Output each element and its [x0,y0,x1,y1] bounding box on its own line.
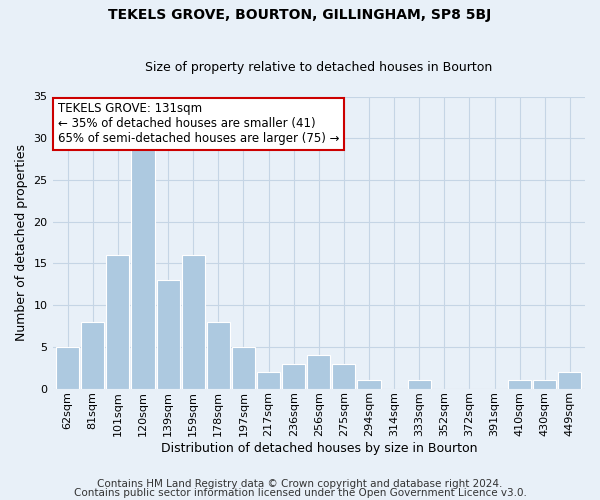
Bar [282,364,305,388]
Bar [131,146,155,388]
Bar [559,372,581,388]
Title: Size of property relative to detached houses in Bourton: Size of property relative to detached ho… [145,62,493,74]
Bar [307,355,331,388]
Bar [358,380,380,388]
Bar [182,255,205,388]
X-axis label: Distribution of detached houses by size in Bourton: Distribution of detached houses by size … [161,442,477,455]
Bar [157,280,179,388]
Bar [533,380,556,388]
Bar [232,347,255,389]
Bar [81,322,104,388]
Bar [257,372,280,388]
Y-axis label: Number of detached properties: Number of detached properties [15,144,28,341]
Bar [508,380,531,388]
Text: Contains HM Land Registry data © Crown copyright and database right 2024.: Contains HM Land Registry data © Crown c… [97,479,503,489]
Text: TEKELS GROVE, BOURTON, GILLINGHAM, SP8 5BJ: TEKELS GROVE, BOURTON, GILLINGHAM, SP8 5… [109,8,491,22]
Bar [207,322,230,388]
Text: TEKELS GROVE: 131sqm
← 35% of detached houses are smaller (41)
65% of semi-detac: TEKELS GROVE: 131sqm ← 35% of detached h… [58,102,340,146]
Bar [407,380,431,388]
Bar [56,347,79,389]
Bar [332,364,355,388]
Bar [106,255,130,388]
Text: Contains public sector information licensed under the Open Government Licence v3: Contains public sector information licen… [74,488,526,498]
